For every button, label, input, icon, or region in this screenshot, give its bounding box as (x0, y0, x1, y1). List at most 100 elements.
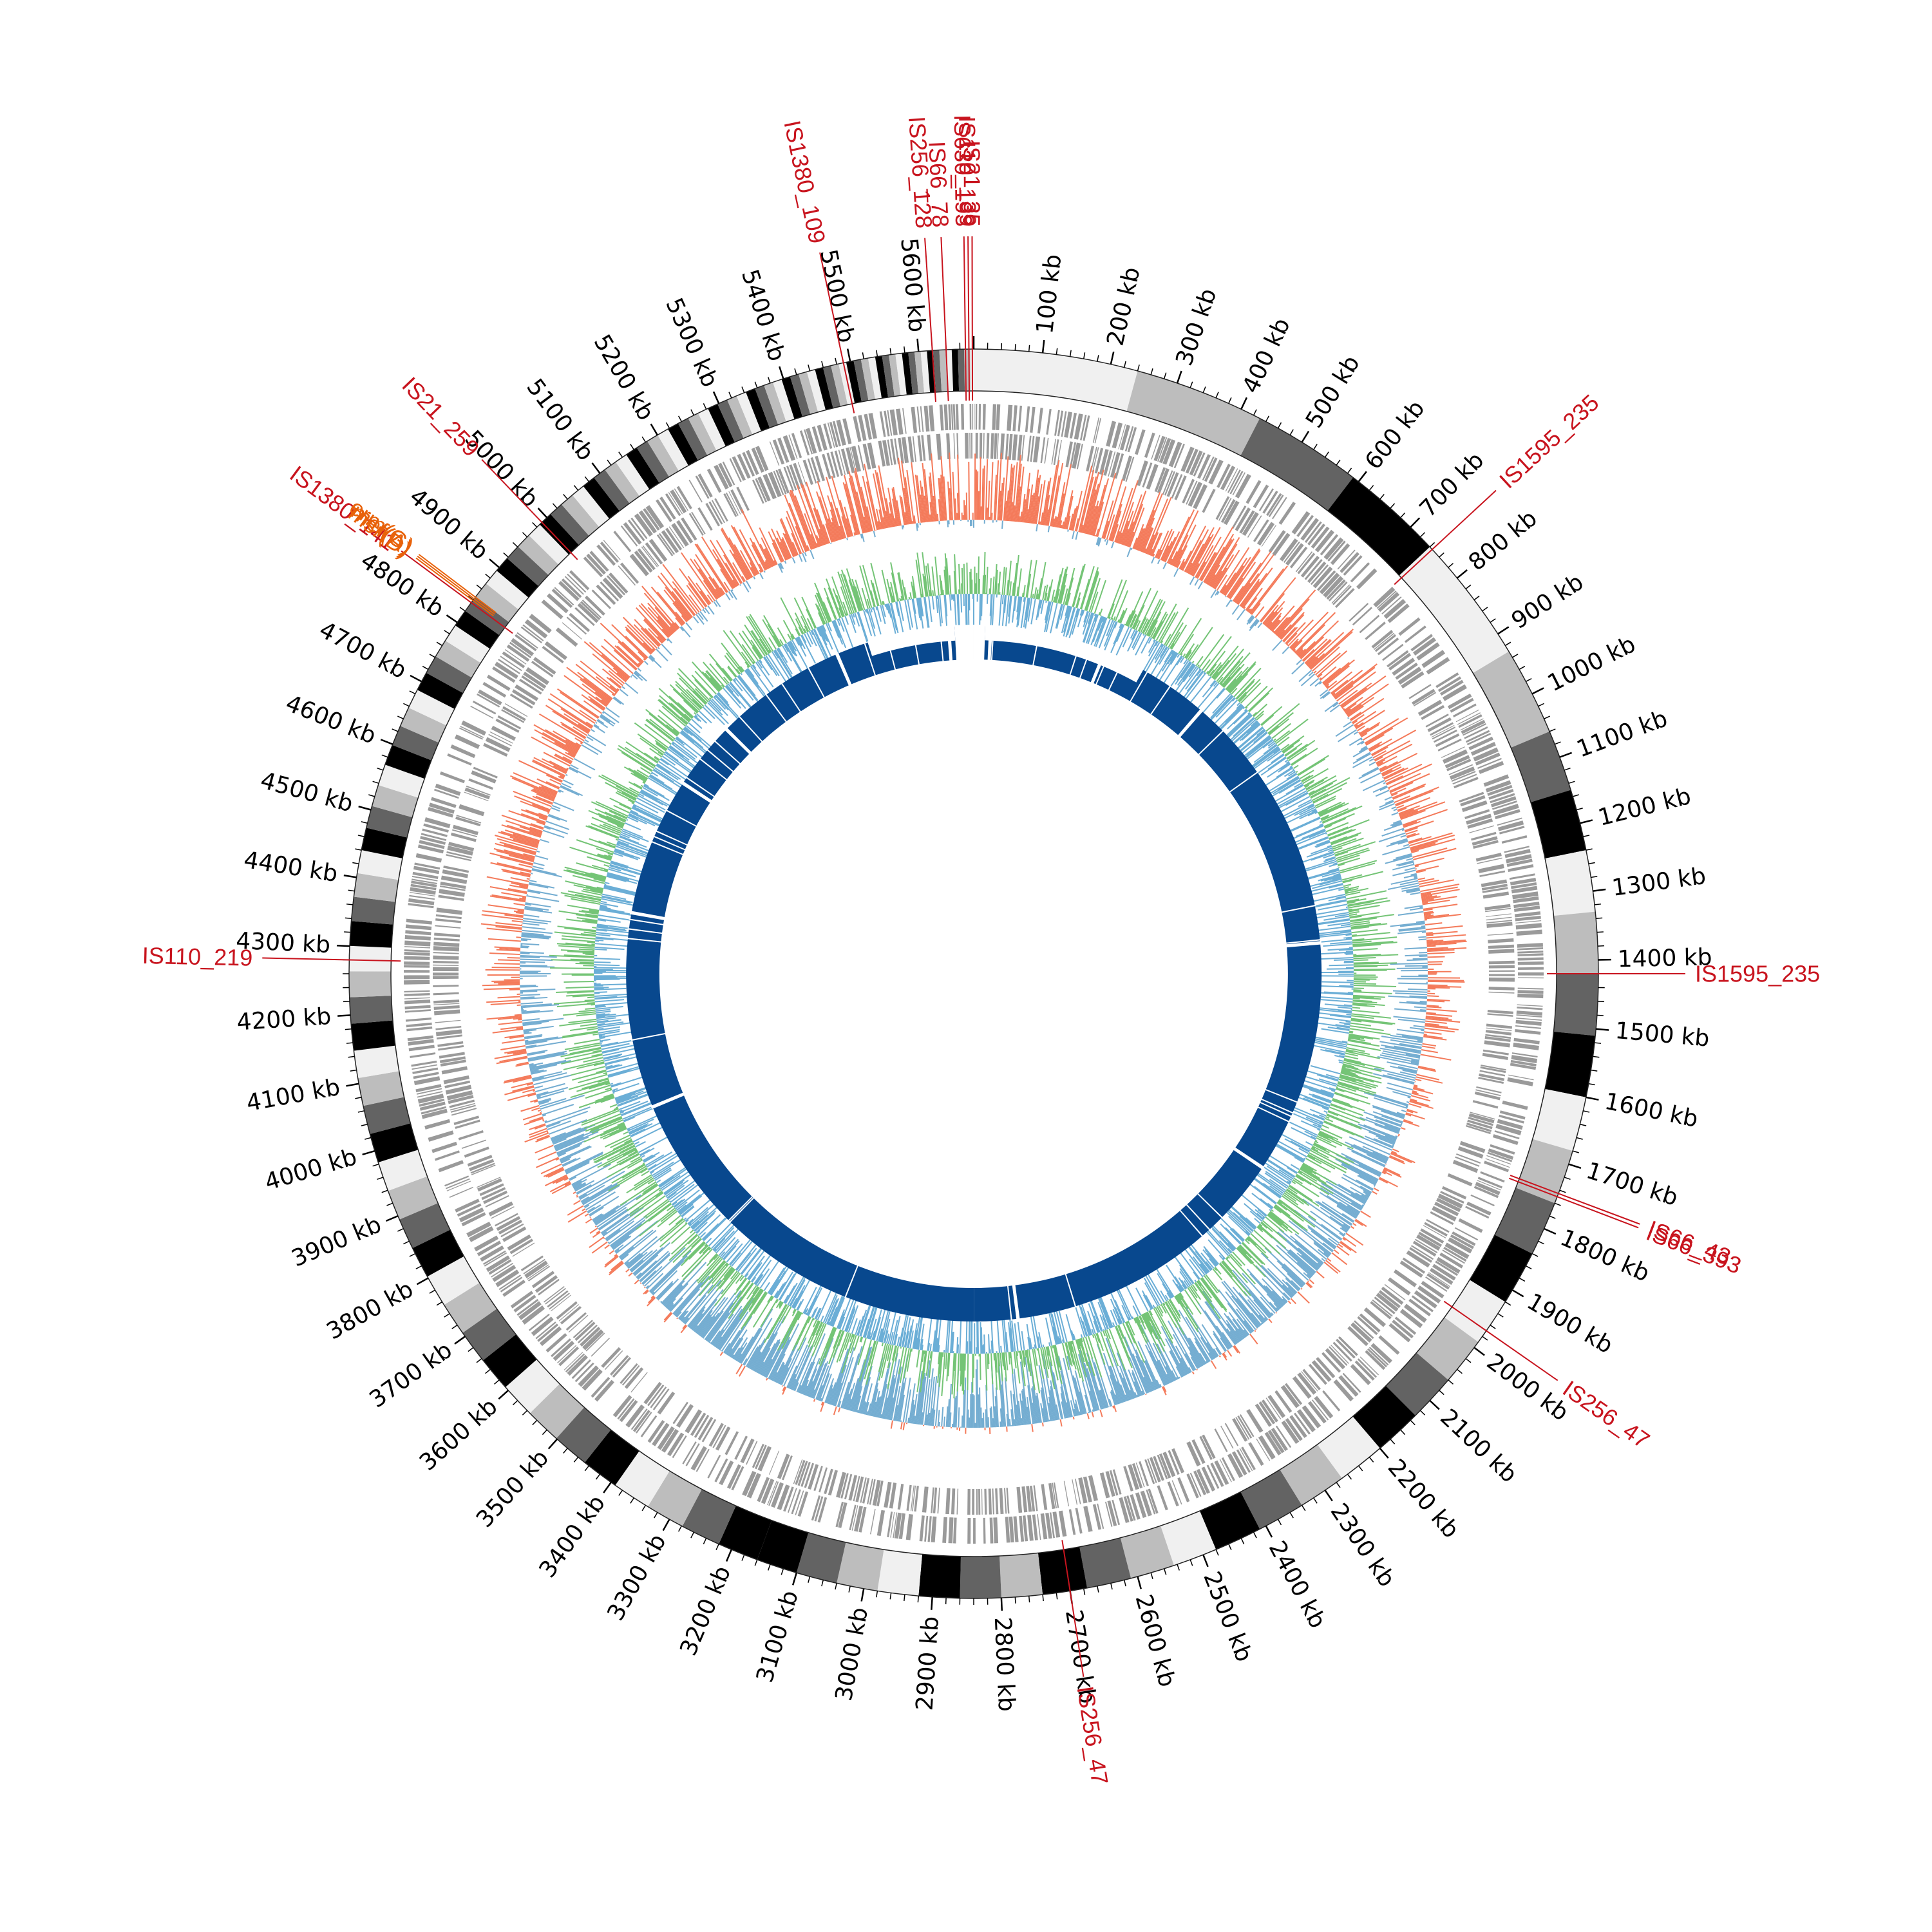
plot-bar (1352, 1007, 1361, 1009)
ideogram-band (351, 1020, 395, 1051)
plot-bar (668, 1278, 699, 1311)
plot-bar (1191, 1371, 1195, 1375)
gene-block (730, 489, 744, 514)
plot-bar (1180, 1358, 1190, 1374)
plot-bar (1132, 1353, 1150, 1393)
gene-block (901, 437, 909, 464)
plot-bar (1306, 847, 1333, 858)
plot-bar (1058, 566, 1068, 604)
plot-bar (1195, 562, 1206, 579)
major-tick (1265, 1525, 1273, 1538)
gene-block (787, 1488, 797, 1513)
plot-bar (1185, 1307, 1218, 1358)
plot-bar (1030, 598, 1036, 625)
gene-block (1123, 1466, 1133, 1492)
gene-block (1193, 1470, 1207, 1495)
plot-bar (533, 1074, 572, 1086)
plot-bar (1042, 1408, 1046, 1423)
plot-bar (1215, 697, 1235, 718)
gene-block (1051, 439, 1056, 465)
plot-bar (781, 537, 792, 558)
gene-block (404, 961, 430, 965)
plot-bar (791, 533, 801, 554)
plot-bar (981, 468, 984, 520)
tick-label: 700 kb (1415, 447, 1490, 522)
minor-tick (1583, 835, 1590, 837)
plot-bar (1176, 656, 1183, 666)
tick-label: 2500 kb (1198, 1568, 1257, 1666)
plot-bar (957, 454, 961, 520)
plot-bar (1183, 659, 1188, 665)
gene-block (1376, 591, 1397, 609)
plot-bar (1084, 567, 1099, 611)
plot-bar (1274, 1144, 1305, 1162)
plot-bar (1423, 913, 1431, 916)
plot-bar (1276, 766, 1293, 779)
gene-block (858, 1506, 867, 1533)
plot-bar (775, 530, 790, 560)
plot-bar (1173, 664, 1195, 694)
plot-bar (1410, 1061, 1419, 1065)
gene-block (1280, 1385, 1300, 1408)
plot-bar (740, 1328, 762, 1364)
minor-tick (1482, 607, 1488, 612)
plot-bar (1267, 750, 1282, 762)
plot-bar (1259, 577, 1296, 622)
plot-bar (1047, 526, 1050, 533)
gene-block (435, 783, 461, 796)
plot-bar (518, 760, 563, 782)
plot-bar (1333, 663, 1378, 698)
gene-block (483, 1190, 508, 1204)
gene-block (989, 1517, 994, 1544)
gene-block (1513, 1042, 1539, 1050)
plot-bar (759, 569, 762, 573)
plot-bar (1385, 1135, 1397, 1141)
plot-bar (1241, 573, 1267, 608)
gene-block (1399, 1309, 1423, 1329)
plot-bar (1184, 1353, 1195, 1371)
plot-bar (1267, 621, 1273, 629)
gene-block (452, 829, 478, 838)
gene-block (897, 1484, 904, 1510)
plot-bar (1007, 464, 1012, 522)
plot-bar (1325, 1180, 1366, 1205)
gene-block (538, 1278, 560, 1296)
plot-bar (1322, 1242, 1334, 1252)
plot-bar (1314, 1141, 1319, 1144)
gene-block (447, 846, 473, 856)
plot-bar (713, 1305, 743, 1347)
plot-bar (1345, 934, 1352, 936)
gene-block (1477, 1180, 1501, 1191)
plot-bar (1355, 722, 1364, 728)
plot-bar (1016, 486, 1021, 522)
ideogram-band (583, 477, 620, 519)
plot-bar (762, 1358, 773, 1377)
plot-bar (1271, 1209, 1274, 1212)
plot-bar (1320, 816, 1329, 820)
plot-bar (546, 1131, 549, 1133)
plot-bar (531, 873, 533, 875)
plot-bar (578, 723, 591, 732)
gene-block (1359, 614, 1380, 634)
gene-block (976, 1488, 978, 1515)
plot-bar (504, 1034, 524, 1039)
major-tick (662, 1519, 670, 1531)
gene-block (672, 1401, 688, 1425)
plot-bar (521, 934, 551, 939)
plot-bar (1026, 509, 1029, 523)
gene-block (1487, 933, 1513, 936)
plot-bar (1265, 1171, 1289, 1188)
plot-bar (520, 943, 540, 946)
plot-bar (827, 495, 842, 540)
plot-bar (708, 576, 723, 597)
plot-bar (570, 764, 579, 770)
plot-bar (1117, 619, 1120, 623)
gene-block (734, 1435, 748, 1460)
plot-bar (575, 663, 616, 696)
gene-block (1384, 1283, 1406, 1301)
plot-bar (1113, 621, 1118, 629)
plot-bar (635, 670, 647, 682)
plot-bar (1197, 1302, 1230, 1350)
gene-block (480, 1245, 504, 1262)
plot-bar (534, 729, 578, 754)
